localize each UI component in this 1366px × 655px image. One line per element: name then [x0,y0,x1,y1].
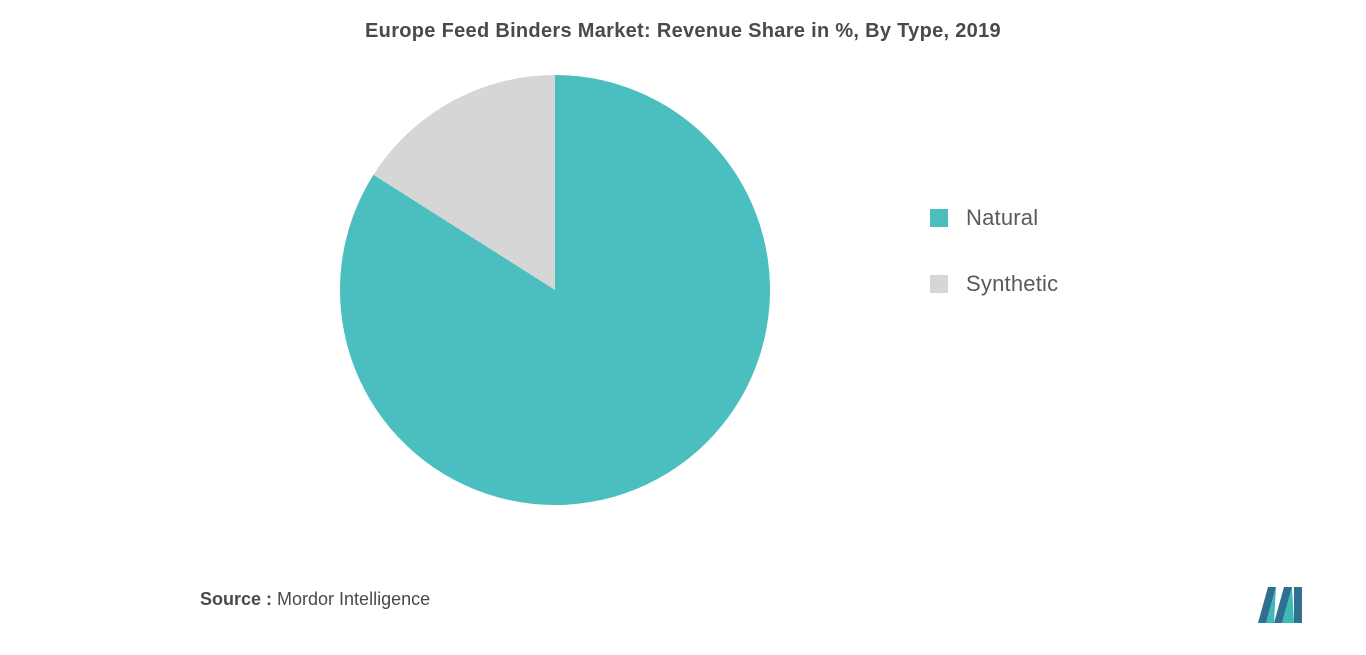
legend-item-natural: Natural [930,205,1058,231]
legend-swatch-natural [930,209,948,227]
chart-title: Europe Feed Binders Market: Revenue Shar… [0,20,1366,43]
legend-swatch-synthetic [930,275,948,293]
source-name: Mordor Intelligence [272,589,430,609]
legend-label-natural: Natural [966,205,1038,231]
legend-label-synthetic: Synthetic [966,271,1058,297]
legend: Natural Synthetic [930,205,1058,337]
pie-chart [340,75,770,505]
brand-logo [1256,585,1316,625]
legend-item-synthetic: Synthetic [930,271,1058,297]
chart-canvas: Europe Feed Binders Market: Revenue Shar… [0,0,1366,655]
pie-svg [340,75,770,505]
source-prefix: Source : [200,589,272,609]
source-attribution: Source : Mordor Intelligence [200,589,430,610]
brand-logo-svg [1256,585,1316,625]
